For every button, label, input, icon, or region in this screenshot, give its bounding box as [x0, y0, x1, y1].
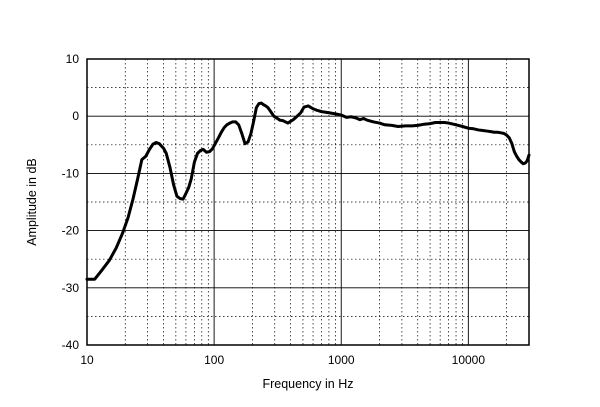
- y-tick-label: -20: [62, 224, 80, 238]
- x-tick-label: 100: [204, 353, 224, 367]
- amplitude-response-curve: [85, 101, 531, 281]
- plot-frame: [86, 58, 530, 346]
- y-tick-label: 10: [66, 52, 80, 66]
- y-tick-label: -30: [62, 281, 80, 295]
- y-tick-labels: 10 0 -10 -20 -30 -40: [62, 52, 80, 352]
- minor-horizontal-gridlines: [87, 87, 529, 317]
- x-axis-label: Frequency in Hz: [262, 377, 353, 391]
- y-tick-label: 0: [72, 109, 79, 123]
- y-tick-label: -10: [62, 166, 80, 180]
- x-tick-label: 10: [80, 353, 94, 367]
- x-tick-label: 1000: [328, 353, 355, 367]
- y-tick-label: -40: [62, 338, 80, 352]
- x-tick-label: 10000: [452, 353, 486, 367]
- y-axis-label: Amplitude in dB: [25, 158, 39, 246]
- major-gridlines: [87, 59, 529, 345]
- x-tick-labels: 10 100 1000 10000: [80, 353, 485, 367]
